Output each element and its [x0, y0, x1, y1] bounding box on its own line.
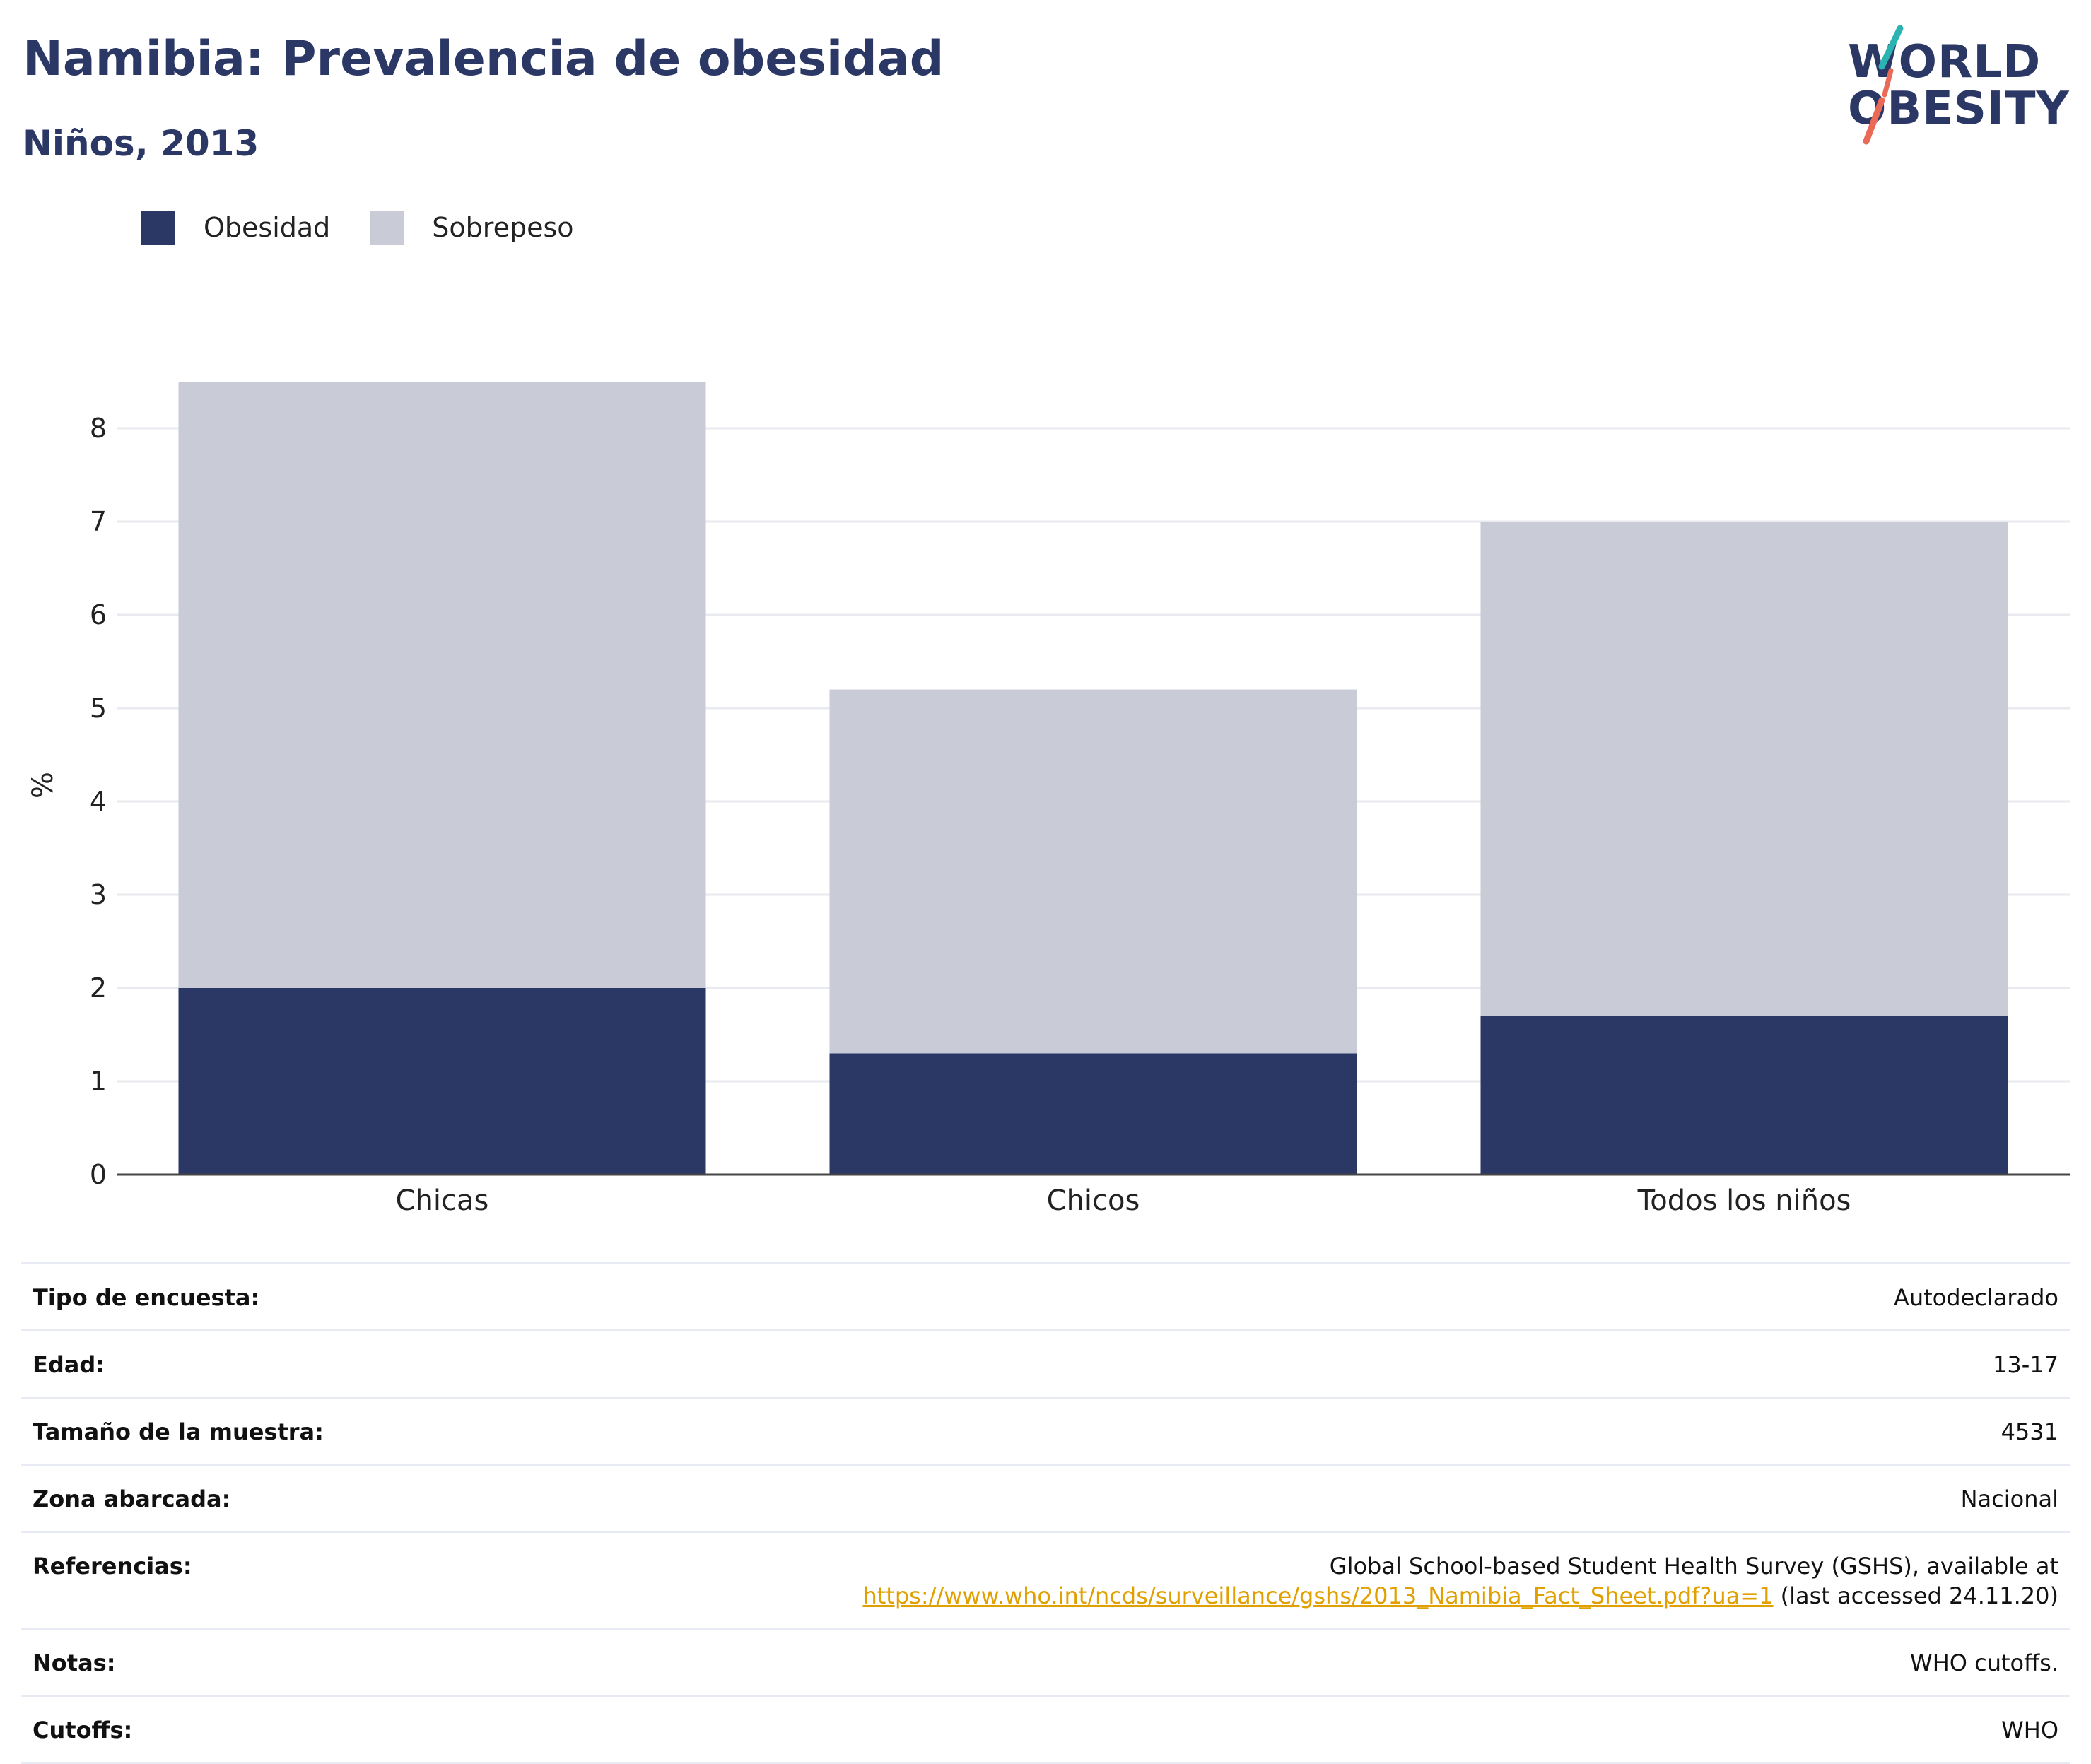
y-tick-label: 4: [90, 786, 107, 817]
y-tick-label: 6: [90, 599, 107, 630]
y-axis-label: %: [27, 772, 59, 799]
info-value: 13-17: [1993, 1351, 2058, 1378]
bar-obesidad-2: [829, 1053, 1357, 1175]
info-value: Autodeclarado: [1893, 1284, 2058, 1311]
bar-sobrepeso-3: [1480, 522, 2008, 1016]
info-value: WHO cutoffs.: [1910, 1650, 2058, 1676]
info-key: Tipo de encuesta:: [33, 1284, 260, 1311]
bar-obesidad-3: [1480, 1016, 2008, 1175]
chart-subtitle: Niños, 2013: [23, 123, 259, 164]
legend-label-obesidad: Obesidad: [204, 212, 331, 243]
world-obesity-logo: WORLD OBESITY: [1838, 21, 2078, 148]
legend-swatch-sobrepeso: [370, 211, 404, 245]
legend-swatch-obesidad: [141, 211, 175, 245]
survey-info-table: Tipo de encuesta: Autodeclarado Edad: 13…: [21, 1262, 2070, 1764]
info-value: WHO: [2001, 1717, 2058, 1744]
info-row-notes: Notas: WHO cutoffs.: [21, 1630, 2070, 1697]
y-tick-label: 1: [90, 1066, 107, 1097]
info-row-references: Referencias: Global School-based Student…: [21, 1533, 2070, 1630]
info-key: Referencias:: [33, 1553, 192, 1580]
info-value: Nacional: [1960, 1486, 2058, 1512]
y-tick-label: 0: [90, 1159, 107, 1190]
info-key: Edad:: [33, 1351, 105, 1378]
chart-legend: Obesidad Sobrepeso: [141, 211, 614, 245]
y-tick-label: 3: [90, 879, 107, 910]
legend-item-sobrepeso[interactable]: Sobrepeso: [370, 211, 574, 245]
reference-suffix: (last accessed 24.11.20): [1773, 1582, 2058, 1609]
x-category-label: Chicos: [1047, 1184, 1140, 1217]
info-row-sample-size: Tamaño de la muestra: 4531: [21, 1399, 2070, 1466]
bar-obesidad-1: [178, 988, 706, 1175]
chart-title: Namibia: Prevalencia de obesidad: [23, 31, 944, 87]
x-category-label: Todos los niños: [1637, 1184, 1851, 1217]
legend-label-sobrepeso: Sobrepeso: [432, 212, 574, 243]
info-row-age: Edad: 13-17: [21, 1331, 2070, 1399]
stacked-bar-chart: 0 1 2 3 4 5 6 7 8% Chicas Chicos Todos los niños: [27, 382, 2070, 1217]
y-tick-label: 7: [90, 506, 107, 537]
y-tick-label: 5: [90, 693, 107, 724]
x-category-label: Chicas: [396, 1184, 489, 1217]
bar-sobrepeso-2: [829, 689, 1357, 1054]
info-key: Zona abarcada:: [33, 1486, 231, 1512]
info-value-references: Global School-based Student Health Surve…: [862, 1551, 2058, 1611]
legend-item-obesidad[interactable]: Obesidad: [141, 211, 330, 245]
info-row-survey-type: Tipo de encuesta: Autodeclarado: [21, 1264, 2070, 1331]
y-tick-label: 2: [90, 972, 107, 1004]
info-row-cutoffs: Cutoffs: WHO: [21, 1697, 2070, 1764]
logo-slash-icon: [1863, 25, 1904, 145]
reference-text: Global School-based Student Health Surve…: [1329, 1553, 2058, 1580]
y-tick-label: 8: [90, 413, 107, 444]
logo-line-1: WORLD: [1848, 36, 2042, 88]
info-value: 4531: [2001, 1418, 2058, 1445]
info-row-area: Zona abarcada: Nacional: [21, 1466, 2070, 1533]
info-key: Tamaño de la muestra:: [33, 1418, 324, 1445]
reference-link[interactable]: https://www.who.int/ncds/surveillance/gs…: [862, 1582, 1774, 1609]
info-key: Cutoffs:: [33, 1717, 133, 1744]
info-key: Notas:: [33, 1650, 116, 1676]
bar-sobrepeso-1: [178, 382, 706, 988]
